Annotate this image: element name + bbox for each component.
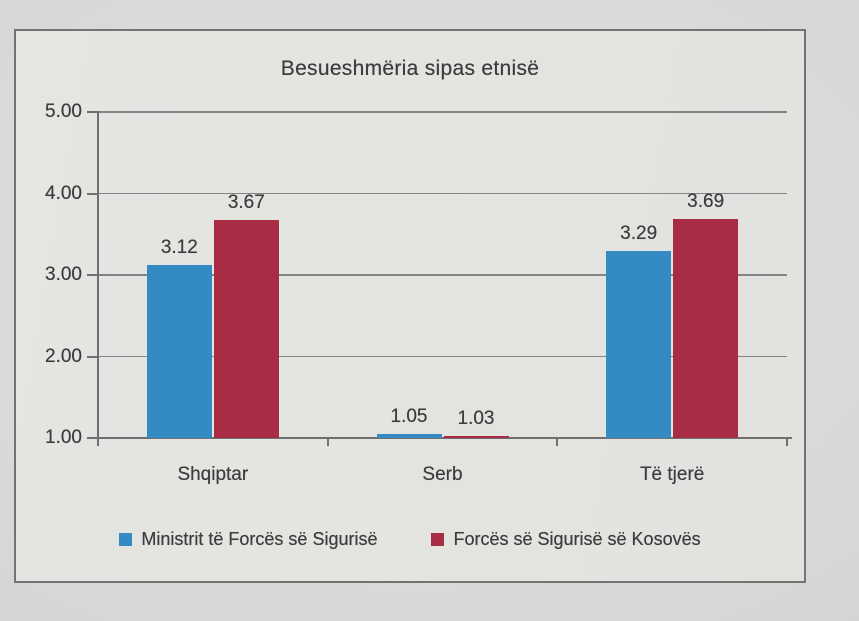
y-axis-label: 2.00: [45, 345, 82, 367]
legend-label: Forcës së Sigurisë së Kosovës: [453, 529, 701, 549]
x-axis-tick: [556, 438, 559, 446]
bar: [213, 220, 279, 438]
chart-frame: Besueshmëria sipas etnisë 1.00 2.00 3.00 4.…: [14, 29, 806, 583]
gridline: [98, 355, 787, 358]
value-label: 3.12: [160, 237, 198, 259]
y-axis-label: 5.00: [45, 101, 82, 122]
bar: [443, 435, 509, 438]
y-axis-tick: [87, 437, 98, 439]
blue-series-swatch-icon: [119, 533, 133, 546]
legend-item: Forcës së Sigurisë së Kosovës: [431, 529, 701, 550]
legend-label: Ministrit të Forcës së Sigurisë: [141, 529, 378, 549]
bar: [376, 433, 442, 438]
gridline: [98, 274, 787, 276]
gridline: [98, 111, 787, 113]
bar: [606, 251, 672, 438]
category-label: Shqiptar: [177, 464, 249, 485]
category-label: Të tjerë: [639, 464, 705, 485]
value-label: 3.67: [227, 192, 265, 214]
legend: Ministrit të Forcës së Sigurisë Forcës së…: [16, 529, 804, 550]
x-axis-line: [93, 436, 792, 439]
y-axis-label: 1.00: [45, 427, 82, 448]
legend-item: Ministrit të Forcës së Sigurisë: [119, 529, 377, 550]
y-axis-label: 4.00: [45, 182, 82, 204]
value-label: 1.05: [390, 405, 428, 427]
value-label: 3.29: [620, 223, 658, 245]
y-axis-tick: [87, 111, 98, 113]
y-axis-tick: [87, 192, 98, 195]
red-series-swatch-icon: [431, 533, 445, 546]
value-label: 1.03: [457, 407, 495, 429]
value-label: 3.69: [687, 190, 725, 212]
bar: [673, 218, 739, 438]
y-axis-tick: [87, 355, 98, 358]
plot-area: 1.00 2.00 3.00 4.00 5.00 3.12 1.05 3.29 3.67 1.03…: [45, 101, 792, 485]
y-axis-tick: [87, 274, 98, 276]
category-label: Serb: [422, 464, 463, 485]
chart-title: Besueshmëria sipas etnisë: [280, 57, 540, 80]
bar: [146, 265, 212, 438]
x-axis-tick: [326, 438, 329, 446]
x-axis-tick: [786, 438, 788, 446]
y-axis-line: [97, 111, 99, 444]
x-axis-tick: [97, 438, 99, 446]
gridline: [98, 192, 787, 195]
y-axis-label: 3.00: [45, 264, 82, 285]
